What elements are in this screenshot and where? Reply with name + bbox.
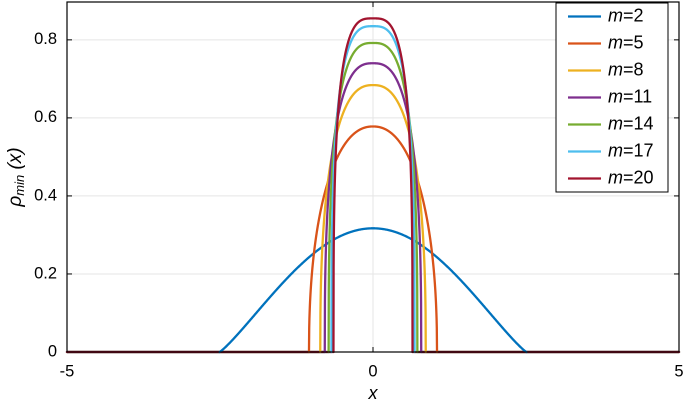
svg-text:m=14: m=14 (608, 113, 654, 133)
svg-text:x: x (368, 383, 379, 401)
svg-text:0: 0 (368, 362, 377, 380)
svg-text:m=2: m=2 (608, 5, 644, 25)
svg-text:0.2: 0.2 (34, 264, 57, 282)
svg-text:m=8: m=8 (608, 59, 644, 79)
svg-text:m=11: m=11 (608, 86, 652, 106)
svg-text:0.6: 0.6 (34, 108, 57, 126)
svg-text:5: 5 (674, 362, 683, 380)
svg-text:-5: -5 (60, 362, 75, 380)
svg-text:m=5: m=5 (608, 32, 644, 52)
svg-text:ρmin (x): ρmin (x) (5, 147, 27, 207)
svg-text:0: 0 (48, 342, 57, 360)
svg-text:0.4: 0.4 (34, 186, 57, 204)
svg-text:0.8: 0.8 (34, 30, 57, 48)
svg-text:m=20: m=20 (608, 167, 654, 187)
svg-text:m=17: m=17 (608, 140, 654, 160)
